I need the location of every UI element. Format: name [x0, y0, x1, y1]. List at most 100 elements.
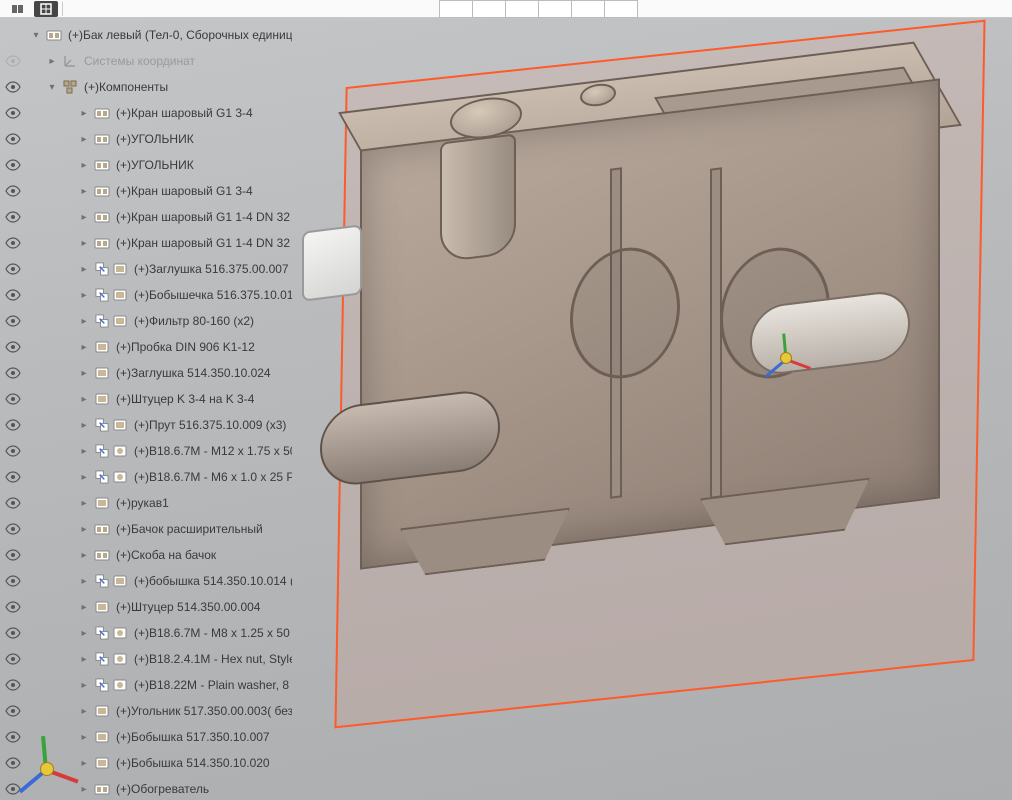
- visibility-toggle[interactable]: [4, 523, 22, 535]
- expander-icon[interactable]: ▸: [78, 342, 90, 353]
- tree-item[interactable]: ▸(+)Прут 516.375.10.009 (x3): [4, 412, 292, 438]
- tree-item[interactable]: ▸(+)бобышка 514.350.10.014 (x2): [4, 568, 292, 594]
- tree-item[interactable]: ▸(+)Пробка DIN 906 K1-12: [4, 334, 292, 360]
- toolbar-button-2[interactable]: [34, 1, 58, 17]
- tree-item[interactable]: ▸(+)Заглушка 516.375.00.007 (x2): [4, 256, 292, 282]
- expander-icon[interactable]: ▸: [78, 212, 90, 223]
- expander-icon[interactable]: ▸: [78, 732, 90, 743]
- expander-icon[interactable]: ▸: [78, 472, 90, 483]
- visibility-toggle[interactable]: [4, 471, 22, 483]
- tree-item[interactable]: ▸(+)рукав1: [4, 490, 292, 516]
- expander-icon[interactable]: ▸: [78, 706, 90, 717]
- visibility-toggle[interactable]: [4, 705, 22, 717]
- visibility-toggle[interactable]: [4, 315, 22, 327]
- tree-item[interactable]: ▸(+)B18.6.7M - M12 x 1.75 x 50 Plain HHM…: [4, 438, 292, 464]
- tree-components[interactable]: ▾ (+)Компоненты: [4, 74, 292, 100]
- tree-item[interactable]: ▸(+)Штуцер 514.350.00.004: [4, 594, 292, 620]
- visibility-toggle[interactable]: [4, 445, 22, 457]
- tree-item[interactable]: ▸(+)B18.2.4.1M - Hex nut, Style 1, M8 x …: [4, 646, 292, 672]
- tree-item[interactable]: ▸(+)УГОЛЬНИК: [4, 152, 292, 178]
- visibility-toggle[interactable]: [4, 107, 22, 119]
- tree-item[interactable]: ▸(+)B18.22M - Plain washer, 8 mm, narrow: [4, 672, 292, 698]
- tree-item[interactable]: ▸(+)Бобышка 517.350.10.007: [4, 724, 292, 750]
- visibility-toggle[interactable]: [4, 757, 22, 769]
- expander-icon[interactable]: ▸: [78, 186, 90, 197]
- visibility-toggle[interactable]: [4, 237, 22, 249]
- expander-icon[interactable]: ▸: [78, 264, 90, 275]
- view-control-3[interactable]: [505, 0, 539, 18]
- visibility-toggle[interactable]: [4, 159, 22, 171]
- expander-icon[interactable]: ▾: [46, 82, 58, 93]
- expander-icon[interactable]: ▸: [78, 446, 90, 457]
- view-control-4[interactable]: [538, 0, 572, 18]
- std-icon: [112, 651, 128, 667]
- visibility-toggle[interactable]: [4, 263, 22, 275]
- visibility-toggle[interactable]: [4, 133, 22, 145]
- expander-icon[interactable]: ▸: [78, 758, 90, 769]
- visibility-toggle[interactable]: [4, 679, 22, 691]
- visibility-toggle[interactable]: [4, 549, 22, 561]
- tree-item[interactable]: ▸(+)Бачок расширительный: [4, 516, 292, 542]
- expander-icon[interactable]: ▸: [78, 368, 90, 379]
- asm-icon: [94, 547, 110, 563]
- tree-item[interactable]: ▸(+)Штуцер K 3-4 на K 3-4: [4, 386, 292, 412]
- expander-icon[interactable]: ▸: [78, 550, 90, 561]
- expander-icon[interactable]: ▸: [46, 56, 58, 67]
- expander-icon[interactable]: ▸: [78, 238, 90, 249]
- visibility-toggle[interactable]: [4, 653, 22, 665]
- tree-item[interactable]: ▸(+)УГОЛЬНИК: [4, 126, 292, 152]
- visibility-toggle[interactable]: [4, 55, 22, 67]
- tree-item[interactable]: ▸(+)Бобышечка 516.375.10.011 (x3): [4, 282, 292, 308]
- expander-icon[interactable]: ▸: [78, 316, 90, 327]
- visibility-toggle[interactable]: [4, 575, 22, 587]
- visibility-toggle[interactable]: [4, 627, 22, 639]
- tree-item[interactable]: ▸(+)Кран шаровый G1 3-4: [4, 178, 292, 204]
- view-control-6[interactable]: [604, 0, 638, 18]
- expander-icon[interactable]: ▸: [78, 498, 90, 509]
- expander-icon[interactable]: ▸: [78, 628, 90, 639]
- tree-item[interactable]: ▸(+)Бобышка 514.350.10.020: [4, 750, 292, 776]
- expander-icon[interactable]: ▸: [78, 108, 90, 119]
- visibility-toggle[interactable]: [4, 185, 22, 197]
- view-control-1[interactable]: [439, 0, 473, 18]
- tree-item[interactable]: ▸(+)B18.6.7M - M8 x 1.25 x 50 Plain HHMS: [4, 620, 292, 646]
- visibility-toggle[interactable]: [4, 783, 22, 795]
- viewport-3d[interactable]: [280, 18, 1012, 800]
- visibility-toggle[interactable]: [4, 419, 22, 431]
- expander-icon[interactable]: ▸: [78, 134, 90, 145]
- tree-root[interactable]: ▾ (+)Бак левый (Тел-0, Сборочных единиц-…: [4, 22, 292, 48]
- expander-icon[interactable]: ▸: [78, 160, 90, 171]
- visibility-toggle[interactable]: [4, 497, 22, 509]
- view-control-5[interactable]: [571, 0, 605, 18]
- expander-icon[interactable]: ▸: [78, 420, 90, 431]
- tree-coord-systems[interactable]: ▸ Системы координат: [4, 48, 292, 74]
- visibility-toggle[interactable]: [4, 601, 22, 613]
- expander-icon[interactable]: ▸: [78, 290, 90, 301]
- expander-icon[interactable]: ▸: [78, 602, 90, 613]
- tree-item[interactable]: ▸(+)Кран шаровый G1 1-4 DN 32: [4, 230, 292, 256]
- tree-item[interactable]: ▸(+)Обогреватель: [4, 776, 292, 800]
- visibility-toggle[interactable]: [4, 341, 22, 353]
- visibility-toggle[interactable]: [4, 289, 22, 301]
- expander-icon[interactable]: ▸: [78, 784, 90, 795]
- tree-item[interactable]: ▸(+)Фильтр 80-160 (x2): [4, 308, 292, 334]
- tree-item[interactable]: ▸(+)Кран шаровый G1 1-4 DN 32: [4, 204, 292, 230]
- expander-icon[interactable]: ▸: [78, 654, 90, 665]
- tree-item[interactable]: ▸(+)Заглушка 514.350.10.024: [4, 360, 292, 386]
- visibility-toggle[interactable]: [4, 393, 22, 405]
- tree-item[interactable]: ▸(+)Угольник 517.350.00.003( без отовер: [4, 698, 292, 724]
- visibility-toggle[interactable]: [4, 211, 22, 223]
- expander-icon[interactable]: ▸: [78, 576, 90, 587]
- tree-item[interactable]: ▸(+)B18.6.7M - M6 x 1.0 x 25 Plain HHMS …: [4, 464, 292, 490]
- expander-icon[interactable]: ▾: [30, 30, 42, 41]
- visibility-toggle[interactable]: [4, 367, 22, 379]
- visibility-toggle[interactable]: [4, 81, 22, 93]
- expander-icon[interactable]: ▸: [78, 680, 90, 691]
- expander-icon[interactable]: ▸: [78, 394, 90, 405]
- visibility-toggle[interactable]: [4, 731, 22, 743]
- expander-icon[interactable]: ▸: [78, 524, 90, 535]
- tree-item[interactable]: ▸(+)Скоба на бачок: [4, 542, 292, 568]
- toolbar-button-1[interactable]: [6, 1, 30, 17]
- view-control-2[interactable]: [472, 0, 506, 18]
- tree-item[interactable]: ▸(+)Кран шаровый G1 3-4: [4, 100, 292, 126]
